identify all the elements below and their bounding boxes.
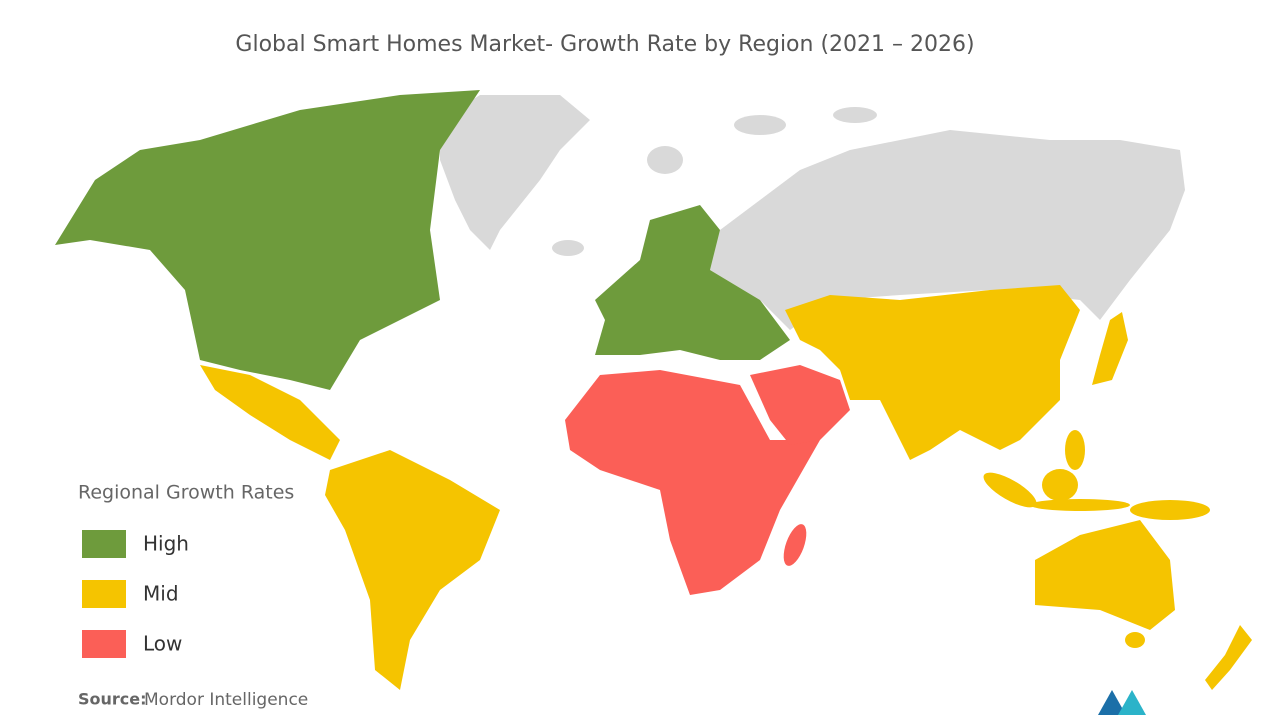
region <box>200 365 340 460</box>
legend-swatch <box>82 580 126 608</box>
legend-swatch <box>82 530 126 558</box>
world-map <box>55 90 1252 690</box>
logo-shape <box>1098 690 1126 715</box>
region <box>785 285 1080 460</box>
region <box>325 450 500 690</box>
region <box>750 365 850 445</box>
legend-swatch <box>82 630 126 658</box>
legend-label: High <box>143 532 189 556</box>
region <box>595 205 790 360</box>
region <box>1092 312 1128 385</box>
source-text: Mordor Intelligence <box>144 690 308 710</box>
region <box>1042 469 1078 501</box>
region <box>1205 625 1252 690</box>
region <box>1130 500 1210 520</box>
source: Source: Mordor Intelligence <box>78 690 308 711</box>
region <box>55 90 480 390</box>
logo <box>1098 690 1146 715</box>
land <box>734 115 786 135</box>
region <box>983 472 1037 508</box>
region <box>1125 632 1145 648</box>
region <box>1030 499 1130 511</box>
land <box>710 130 1185 330</box>
region <box>565 370 820 595</box>
legend-label: Mid <box>143 582 179 606</box>
legend-label: Low <box>143 632 182 656</box>
land <box>552 240 584 256</box>
region <box>783 524 807 566</box>
land <box>647 146 683 174</box>
region <box>1035 520 1175 630</box>
land <box>833 107 877 123</box>
source-label: Source: <box>78 690 147 709</box>
region <box>1065 430 1085 470</box>
logo-shape <box>1118 690 1146 715</box>
legend-items: High Mid Low <box>82 530 189 658</box>
map-title: Global Smart Homes Market- Growth Rate b… <box>235 32 974 57</box>
land <box>440 95 590 250</box>
legend: Regional Growth Rates High Mid Low <box>78 482 294 658</box>
legend-title: Regional Growth Rates <box>78 482 294 504</box>
